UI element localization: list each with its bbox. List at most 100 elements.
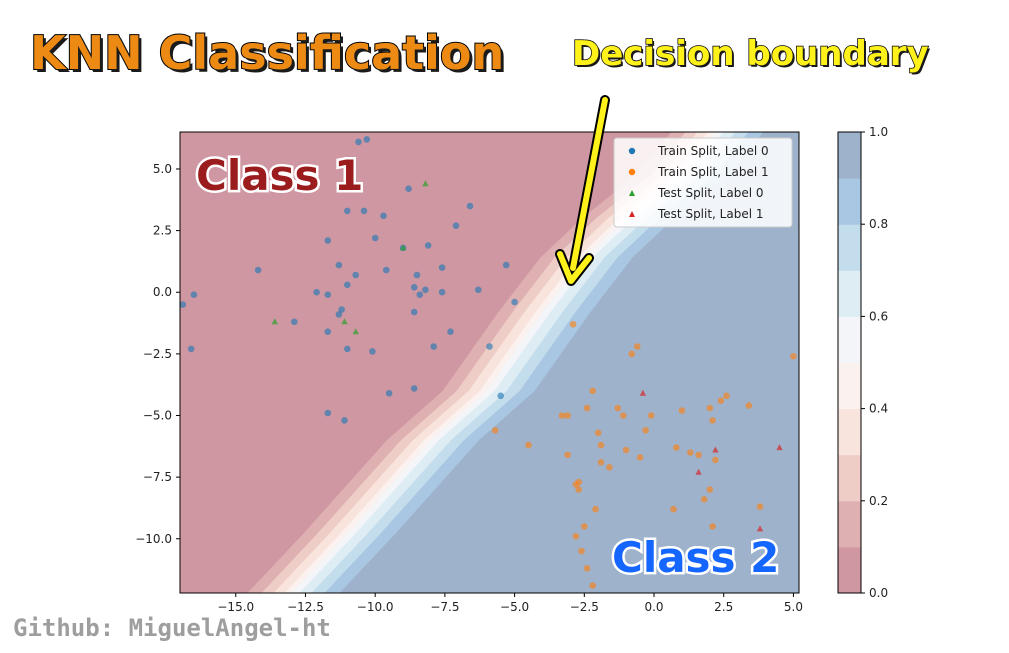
point-series-0: [254, 266, 262, 274]
point-series-1: [790, 353, 797, 360]
point-series-0: [180, 301, 187, 308]
data-points: [180, 136, 797, 589]
point-series-0: [405, 185, 412, 192]
colorbar-band-5: [838, 316, 861, 363]
colorbar-tick-label: 0.6: [869, 309, 888, 323]
y-tick-label: −7.5: [143, 470, 172, 484]
point-series-1: [614, 404, 622, 412]
colorbar-band-7: [838, 224, 861, 271]
point-series-0: [466, 202, 474, 210]
point-series-0: [324, 291, 332, 299]
point-series-1: [706, 404, 714, 412]
legend-label-test1: Test Split, Label 1: [657, 207, 764, 221]
point-series-0: [313, 288, 320, 296]
point-series-0: [324, 409, 332, 417]
y-tick-label: 5.0: [153, 162, 172, 176]
colorbar-band-2: [838, 454, 861, 502]
point-series-0: [363, 136, 371, 143]
x-tick-label: −15.0: [217, 600, 254, 614]
point-series-0: [413, 271, 421, 279]
point-series-1: [706, 486, 714, 493]
legend-label-train1: Train Split, Label 1: [657, 165, 769, 179]
point-series-3: [712, 446, 719, 453]
x-tick-label: −7.5: [430, 600, 459, 614]
y-tick-label: 2.5: [153, 224, 172, 238]
point-series-1: [756, 503, 764, 511]
colorbar-band-6: [838, 270, 861, 317]
github-credit: Github: MiguelAngel-ht: [13, 614, 331, 642]
plot-frame: [179, 131, 800, 594]
point-series-1: [687, 449, 694, 456]
point-series-1: [575, 486, 582, 493]
legend-marker-train1: [628, 168, 636, 176]
colorbar: 0.0 0.2 0.4 0.6 0.8 1.0: [837, 125, 888, 600]
point-series-0: [344, 281, 351, 289]
point-series-0: [486, 343, 493, 350]
point-series-0: [190, 291, 198, 299]
x-tick-label: 2.5: [714, 600, 733, 614]
colorbar-tick-label: 1.0: [869, 125, 888, 139]
colorbar-tick-label: 0.2: [869, 494, 888, 508]
point-series-1: [569, 321, 577, 328]
point-series-1: [575, 478, 582, 486]
point-series-1: [578, 547, 585, 555]
point-series-1: [717, 397, 725, 405]
point-series-1: [634, 343, 641, 350]
x-tick-label: 0.0: [644, 600, 663, 614]
colorbar-band-3: [838, 408, 861, 456]
point-series-0: [422, 286, 429, 294]
point-series-1: [583, 404, 591, 412]
point-series-1: [712, 456, 719, 464]
colorbar-band-8: [838, 178, 861, 225]
point-series-1: [642, 427, 649, 434]
point-series-0: [335, 261, 343, 269]
colorbar-tick-label: 0.4: [869, 402, 888, 416]
point-series-1: [745, 402, 753, 409]
point-series-0: [385, 390, 393, 397]
point-series-1: [558, 412, 566, 419]
legend-marker-train0: [628, 147, 636, 155]
legend: Train Split, Label 0 Train Split, Label …: [613, 137, 793, 228]
colorbar-band-9: [838, 132, 861, 179]
legend-marker-test0: [629, 190, 635, 196]
y-tick-label: −10.0: [135, 532, 172, 546]
point-series-1: [583, 565, 591, 572]
point-series-1: [628, 350, 635, 358]
point-series-0: [410, 308, 418, 316]
point-series-0: [369, 348, 376, 355]
x-axis: −15.0 −12.5 −10.0 −7.5 −5.0 −2.5 0.0 2.5 5.0: [217, 593, 803, 614]
point-series-0: [383, 266, 390, 274]
colorbar-frame: [837, 131, 862, 594]
point-series-0: [416, 291, 424, 299]
class1-label: Class 1: [196, 151, 363, 200]
point-series-1: [700, 496, 708, 503]
point-series-2: [352, 328, 359, 335]
point-series-0: [355, 138, 362, 146]
point-series-0: [497, 392, 505, 400]
point-series-0: [291, 318, 298, 326]
point-series-1: [695, 451, 702, 459]
x-tick-label: −5.0: [500, 600, 529, 614]
point-series-0: [187, 345, 195, 353]
point-series-0: [371, 234, 379, 242]
point-series-2: [399, 244, 407, 251]
legend-marker-test1: [629, 211, 635, 217]
point-series-1: [597, 459, 605, 466]
point-series-1: [564, 451, 571, 459]
point-series-0: [475, 286, 482, 294]
point-series-0: [338, 306, 346, 313]
point-series-0: [424, 242, 432, 249]
point-series-0: [324, 237, 332, 244]
point-series-1: [673, 444, 680, 451]
y-tick-label: 0.0: [153, 285, 172, 299]
point-series-1: [594, 429, 602, 437]
point-series-0: [438, 288, 446, 296]
point-series-0: [511, 298, 518, 306]
point-series-0: [335, 311, 343, 318]
point-series-1: [589, 387, 596, 395]
point-series-1: [581, 523, 588, 530]
point-series-2: [271, 318, 278, 325]
point-series-1: [564, 412, 571, 419]
